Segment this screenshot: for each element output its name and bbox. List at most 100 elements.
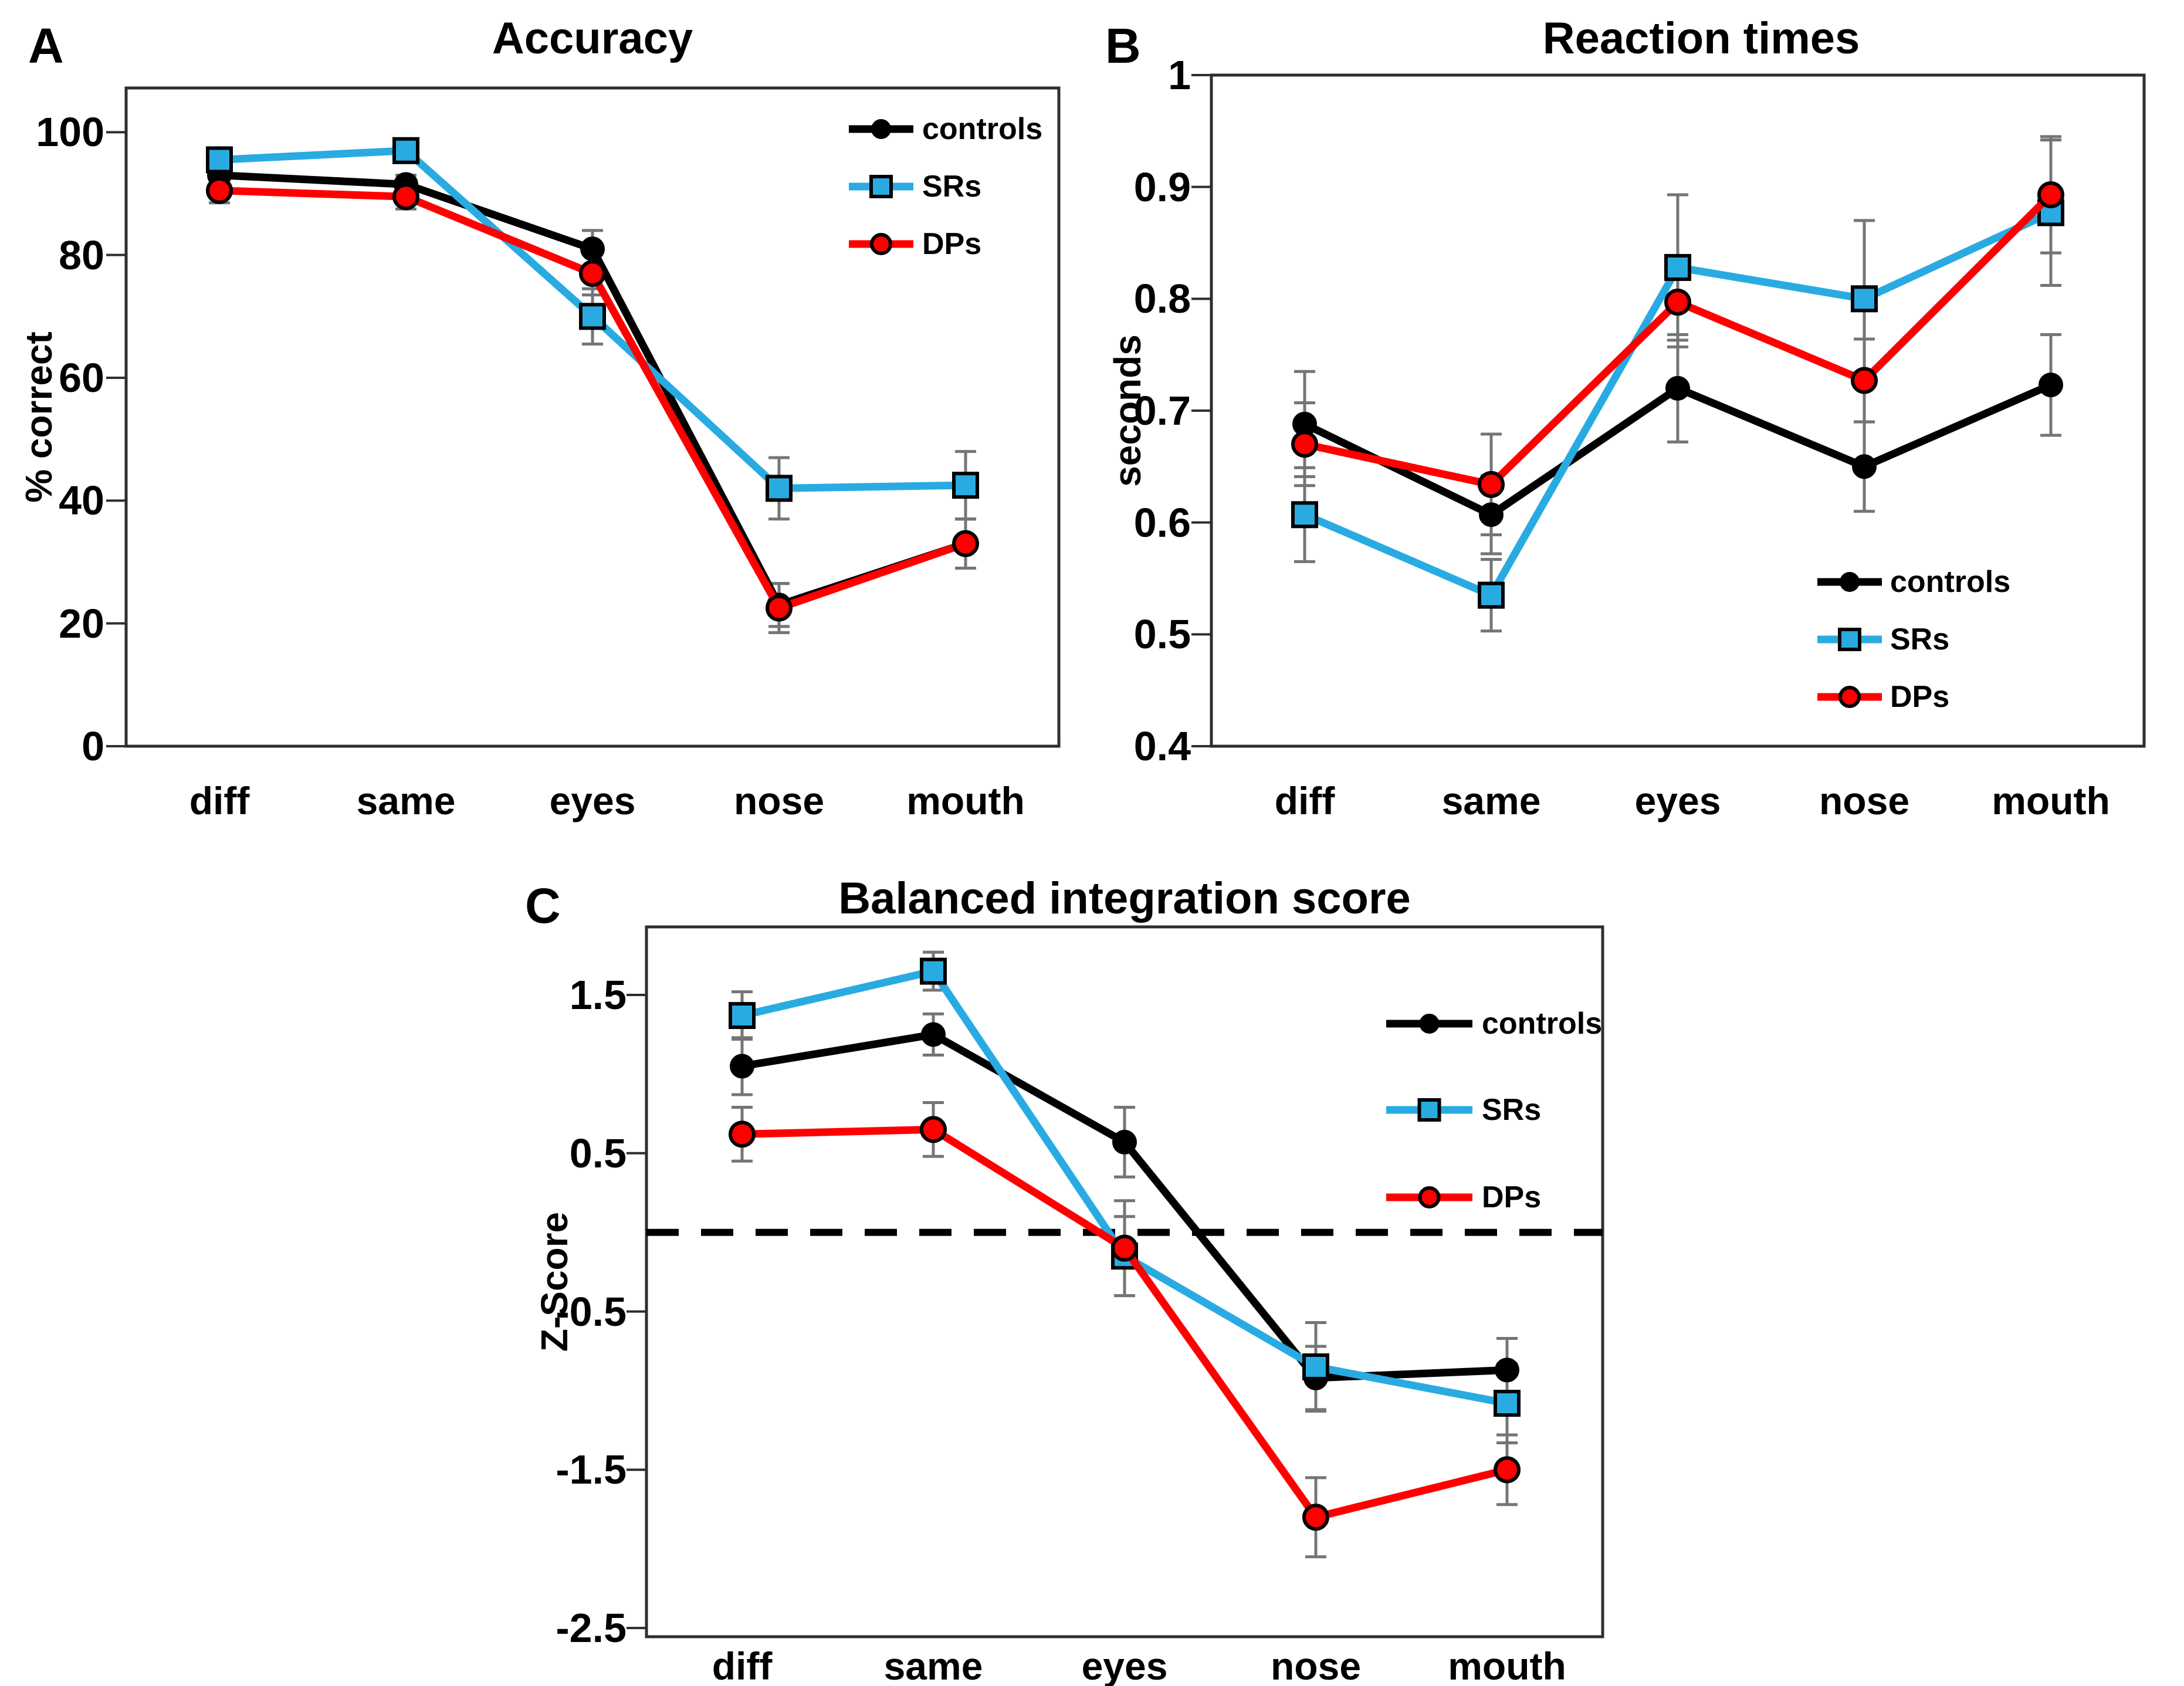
legend-marker-controls: [1419, 1014, 1440, 1034]
point-SRs-nose: [1851, 285, 1878, 313]
panel-c-xlabel-eyes: eyes: [1081, 1644, 1168, 1686]
panel-b-xlabel-mouth: mouth: [1992, 779, 2110, 822]
point-controls-eyes: [580, 236, 605, 262]
panel-b-ytick: 0.4: [1133, 723, 1191, 769]
point-SRs-mouth: [1494, 1390, 1521, 1417]
panel-b-ytick: 1: [1168, 52, 1191, 98]
panel-b-xlabel-same: same: [1441, 779, 1541, 822]
plot-border: [645, 925, 1604, 1638]
point-SRs-diff: [1291, 501, 1318, 529]
point-DPs-diff: [206, 177, 233, 204]
panel-b-chart: [1191, 73, 2146, 748]
point-SRs-same: [392, 137, 419, 164]
panel-a-ylabel: % correct: [18, 331, 60, 503]
point-DPs-nose: [1302, 1504, 1329, 1531]
panel-a-ytick: 100: [36, 109, 104, 155]
panel-c-xlabel-mouth: mouth: [1448, 1644, 1566, 1686]
panel-b-xlabel-eyes: eyes: [1634, 779, 1721, 822]
point-DPs-diff: [729, 1120, 756, 1148]
point-controls-mouth: [1495, 1357, 1519, 1383]
panel-a-xlabel-diff: diff: [189, 779, 250, 822]
panel-a-legend-label-dps: DPs: [922, 227, 982, 261]
point-controls-eyes: [1665, 375, 1690, 401]
point-controls-same: [921, 1022, 946, 1047]
panel-a-legend-label-srs: SRs: [922, 170, 982, 204]
panel-c-letter: C: [525, 878, 561, 933]
panel-b-ytick: 0.5: [1133, 611, 1191, 657]
panel-c-ytick: 0.5: [569, 1130, 627, 1176]
point-controls-eyes: [1112, 1129, 1137, 1155]
panel-c-legend-label-controls: controls: [1482, 1007, 1603, 1041]
legend-marker-DPs: [870, 233, 892, 255]
plot-border: [124, 86, 1061, 748]
panel-a-ytick: 80: [59, 232, 104, 278]
panel-c-legend-label-dps: DPs: [1482, 1180, 1542, 1214]
panel-a-xlabel-mouth: mouth: [906, 779, 1025, 822]
panel-c-xlabel-nose: nose: [1270, 1644, 1362, 1686]
point-SRs-diff: [206, 146, 233, 174]
point-DPs-mouth: [1494, 1456, 1521, 1484]
point-SRs-eyes: [1664, 253, 1691, 281]
panel-c-chart: [627, 925, 1604, 1638]
panel-a-legend-label-controls: controls: [922, 112, 1043, 146]
panel-c-ytick: 1.5: [569, 972, 627, 1018]
panel-b-ytick: 0.6: [1133, 500, 1191, 546]
panel-a-ytick: 20: [59, 601, 104, 646]
point-SRs-same: [920, 957, 947, 985]
point-controls-nose: [1852, 454, 1877, 479]
point-DPs-nose: [1851, 367, 1878, 394]
point-SRs-diff: [729, 1002, 756, 1030]
point-controls-same: [1479, 502, 1504, 527]
point-SRs-mouth: [952, 472, 979, 499]
point-DPs-eyes: [1111, 1234, 1138, 1262]
point-DPs-mouth: [2037, 181, 2064, 209]
panel-b-title: Reaction times: [1542, 13, 1860, 63]
panel-c-ytick: -0.5: [556, 1289, 627, 1335]
point-DPs-nose: [766, 594, 793, 622]
panel-a-letter: A: [28, 18, 64, 73]
panel-c-xlabel-diff: diff: [712, 1644, 773, 1686]
legend-marker-SRs: [1838, 628, 1861, 651]
point-SRs-nose: [1302, 1353, 1329, 1381]
point-DPs-same: [920, 1116, 947, 1143]
legend-marker-DPs: [1418, 1186, 1441, 1208]
point-SRs-nose: [766, 475, 793, 502]
panel-a-ytick: 40: [59, 478, 104, 523]
legend-marker-DPs: [1838, 686, 1861, 708]
panel-b-xlabel-diff: diff: [1274, 779, 1335, 822]
panel-a-xlabel-same: same: [356, 779, 456, 822]
panel-b-ytick: 0.9: [1133, 164, 1191, 210]
series-line-SRs: [738, 967, 1511, 1407]
point-DPs-diff: [1291, 431, 1318, 458]
panel-b-ytick: 0.7: [1133, 388, 1191, 434]
point-SRs-same: [1478, 581, 1505, 609]
panel-a-xlabel-eyes: eyes: [549, 779, 636, 822]
point-controls-mouth: [2039, 373, 2063, 398]
panel-a-ytick: 60: [59, 355, 104, 401]
point-DPs-same: [392, 183, 419, 211]
legend-marker-SRs: [1417, 1098, 1441, 1122]
point-SRs-eyes: [579, 303, 606, 330]
panel-c-xlabel-same: same: [883, 1644, 983, 1686]
panel-c-ytick: -1.5: [556, 1447, 627, 1492]
point-DPs-eyes: [579, 260, 606, 287]
panel-a-chart: [106, 86, 1061, 748]
legend-marker-SRs: [869, 175, 893, 198]
panel-a-ytick: 0: [82, 723, 104, 769]
point-DPs-mouth: [952, 530, 979, 557]
legend-marker-controls: [1840, 572, 1860, 592]
point-DPs-same: [1478, 470, 1505, 498]
panel-c-legend-label-srs: SRs: [1482, 1093, 1542, 1127]
panel-b-legend-label-srs: SRs: [1890, 622, 1950, 656]
series-line-DPs: [738, 1125, 1511, 1521]
panel-b-xlabel-nose: nose: [1819, 779, 1910, 822]
point-controls-diff: [730, 1054, 754, 1079]
panel-b-legend-label-controls: controls: [1890, 565, 2011, 599]
panel-b-letter: B: [1105, 18, 1141, 73]
panel-c-title: Balanced integration score: [838, 874, 1411, 923]
legend-marker-controls: [871, 119, 891, 139]
panel-c-ytick: -2.5: [556, 1605, 627, 1651]
panel-b-legend-label-dps: DPs: [1890, 680, 1950, 714]
